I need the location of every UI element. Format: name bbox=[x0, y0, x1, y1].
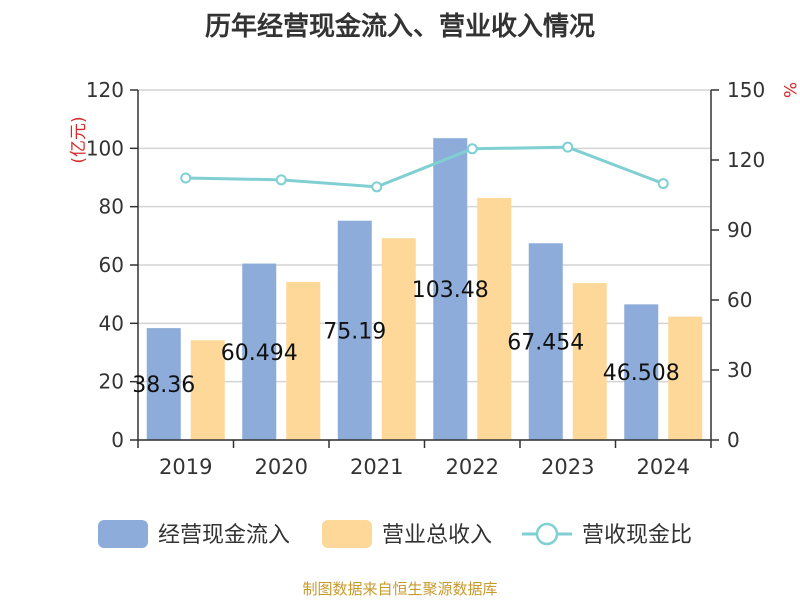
ratio-line bbox=[180, 141, 669, 193]
bar-revenue bbox=[286, 281, 321, 440]
legend-label-ratio: 营收现金比 bbox=[582, 523, 692, 548]
left-tick-label: 60 bbox=[99, 253, 124, 277]
legend: 经营现金流入 营业总收入 营收现金比 bbox=[98, 520, 692, 548]
bars bbox=[146, 138, 703, 440]
ratio-point bbox=[180, 172, 192, 184]
ratio-point bbox=[371, 181, 383, 193]
right-tick-label: 120 bbox=[727, 148, 765, 172]
legend-swatch-revenue bbox=[322, 520, 372, 548]
x-tick-label: 2021 bbox=[350, 455, 403, 479]
bar-cash-inflow bbox=[337, 220, 372, 440]
bar-revenue bbox=[381, 238, 416, 440]
legend-label-cash-inflow: 经营现金流入 bbox=[158, 523, 290, 548]
data-label: 38.36 bbox=[132, 373, 195, 398]
legend-swatch-cash-inflow bbox=[98, 520, 148, 548]
bar-cash-inflow bbox=[146, 328, 181, 440]
data-labels: 38.36 60.494 75.19 103.48 67.454 46.508 bbox=[132, 278, 679, 398]
x-tick-label: 2020 bbox=[255, 455, 308, 479]
right-unit-label: % bbox=[779, 82, 799, 98]
bar-cash-inflow bbox=[433, 138, 468, 440]
right-tick-label: 60 bbox=[727, 288, 752, 312]
data-label: 67.454 bbox=[507, 331, 584, 356]
data-label: 46.508 bbox=[603, 361, 680, 386]
bar-revenue bbox=[477, 197, 512, 440]
data-label: 60.494 bbox=[221, 341, 298, 366]
x-tick-label: 2022 bbox=[446, 455, 499, 479]
right-tick-label: 90 bbox=[727, 218, 752, 242]
right-tick-label: 0 bbox=[727, 428, 740, 452]
ratio-polyline bbox=[185, 145, 664, 189]
source-note: 制图数据来自恒生聚源数据库 bbox=[302, 580, 498, 598]
ratio-point bbox=[562, 141, 574, 153]
axes: 0 20 40 60 80 100 120 0 30 60 90 120 150 (亿元)% 2019 202… bbox=[69, 78, 799, 479]
bar-revenue bbox=[668, 316, 703, 440]
data-label: 103.48 bbox=[412, 278, 489, 303]
x-tick-label: 2023 bbox=[541, 455, 594, 479]
bar-revenue bbox=[190, 340, 225, 440]
chart-title: 历年经营现金流入、营业收入情况 bbox=[204, 12, 595, 42]
bar-cash-inflow bbox=[624, 304, 659, 440]
legend-label-revenue: 营业总收入 bbox=[382, 523, 492, 548]
bar-cash-inflow bbox=[528, 243, 563, 440]
right-tick-label: 30 bbox=[727, 358, 752, 382]
ratio-point bbox=[466, 143, 478, 155]
left-tick-label: 20 bbox=[99, 370, 124, 394]
ratio-point bbox=[657, 178, 669, 190]
left-tick-label: 120 bbox=[86, 78, 124, 102]
left-tick-label: 0 bbox=[111, 428, 124, 452]
right-tick-label: 150 bbox=[727, 78, 765, 102]
ratio-point bbox=[275, 174, 287, 186]
data-label: 75.19 bbox=[323, 319, 386, 344]
legend-swatch-ratio-marker bbox=[535, 522, 559, 546]
left-tick-label: 80 bbox=[99, 195, 124, 219]
bar-cash-inflow bbox=[242, 263, 277, 440]
left-tick-label: 100 bbox=[86, 136, 124, 160]
left-tick-label: 40 bbox=[99, 311, 124, 335]
bar-revenue bbox=[572, 283, 607, 440]
x-tick-label: 2024 bbox=[637, 455, 690, 479]
x-tick-label: 2019 bbox=[159, 455, 212, 479]
left-unit-label: (亿元) bbox=[69, 116, 89, 163]
